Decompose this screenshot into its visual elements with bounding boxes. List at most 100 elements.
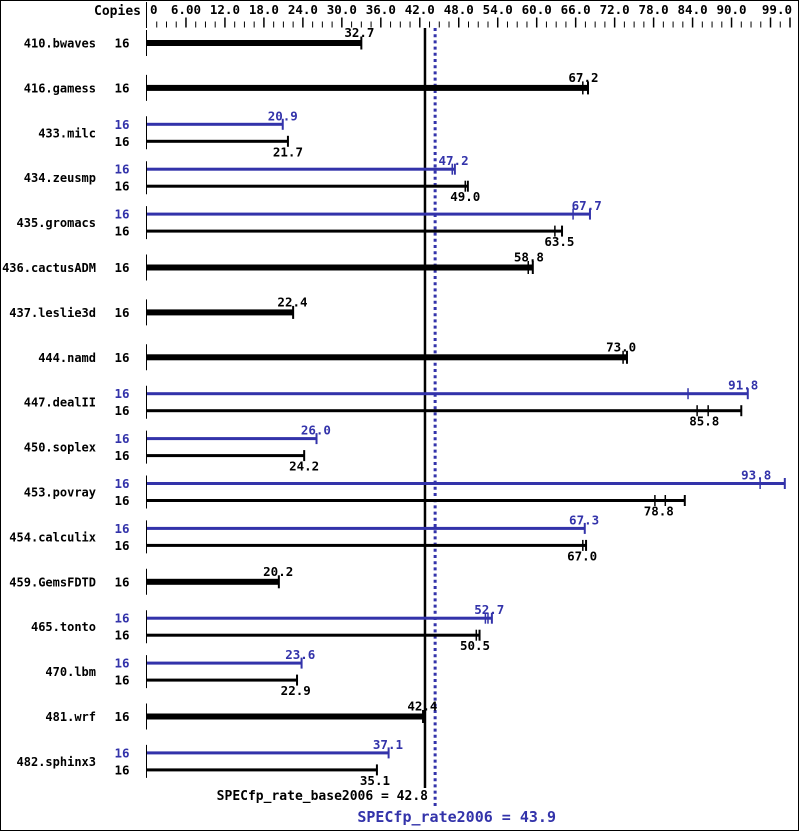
benchmark-label: 450.soplex (24, 441, 96, 455)
base-summary-text: SPECfp_rate_base2006 = 42.8 (216, 789, 428, 804)
axis-tick-label: 48.0 (444, 2, 474, 17)
base-bar (147, 84, 589, 91)
peak-bar (147, 437, 317, 441)
axis-tick-label: 90.0 (716, 2, 746, 17)
base-value-label: 32.7 (344, 25, 374, 40)
base-bar (147, 768, 377, 772)
base-bar (147, 543, 587, 547)
peak-value-label: 26.0 (301, 423, 331, 438)
copies-value-peak: 16 (114, 386, 129, 401)
axis-tick-label: 78.0 (639, 2, 669, 17)
copies-value-base: 16 (114, 224, 129, 239)
copies-value: 16 (114, 260, 129, 275)
base-bar (147, 578, 279, 585)
benchmark-label: 481.wrf (45, 710, 96, 724)
benchmark-label: 437.leslie3d (9, 306, 96, 320)
benchmark-label: 447.dealII (24, 396, 96, 410)
benchmark-label: 454.calculix (9, 530, 96, 544)
copies-value-base: 16 (114, 538, 129, 553)
axis-tick-label: 24.0 (288, 2, 318, 17)
axis-tick-label: 6.00 (171, 2, 201, 17)
base-value-label: 24.2 (289, 459, 319, 474)
base-value-label: 35.1 (360, 773, 390, 788)
axis-tick-label: 84.0 (678, 2, 708, 17)
copies-value-base: 16 (114, 762, 129, 777)
base-value-label: 73.0 (606, 339, 636, 354)
peak-value-label: 91.8 (728, 378, 758, 393)
benchmark-label: 435.gromacs (17, 216, 96, 230)
base-bar (147, 264, 533, 271)
copies-value-base: 16 (114, 179, 129, 194)
benchmark-label: 453.povray (24, 486, 96, 500)
axis-tick-label: 42.0 (405, 2, 435, 17)
base-value-label: 67.2 (568, 70, 598, 85)
axis-tick-label: 18.0 (249, 2, 279, 17)
base-bar (147, 678, 298, 682)
peak-value-label: 47.2 (439, 153, 469, 168)
axis-tick-label: 60.0 (522, 2, 552, 17)
benchmark-label: 459.GemsFDTD (9, 575, 96, 589)
copies-value-peak: 16 (114, 117, 129, 132)
copies-value: 16 (114, 36, 129, 51)
peak-bar (147, 212, 590, 216)
base-value-label: 21.7 (273, 144, 303, 159)
base-bar (147, 633, 480, 637)
base-bar (147, 309, 294, 316)
base-bar (147, 454, 305, 458)
axis-tick-label: 54.0 (483, 2, 513, 17)
peak-bar (147, 616, 492, 620)
base-value-label: 58.8 (514, 250, 544, 265)
peak-bar (147, 122, 283, 126)
base-bar (147, 40, 362, 46)
peak-bar (147, 392, 748, 396)
copies-value-peak: 16 (114, 162, 129, 177)
copies-value-base: 16 (114, 628, 129, 643)
peak-value-label: 23.6 (285, 647, 315, 662)
peak-value-label: 37.1 (373, 737, 403, 752)
benchmark-label: 410.bwaves (24, 37, 96, 51)
benchmark-label: 433.milc (38, 126, 96, 140)
base-bar (147, 229, 563, 233)
base-value-label: 67.0 (567, 548, 597, 563)
base-value-label: 42.4 (407, 699, 437, 714)
benchmark-label: 444.namd (38, 351, 96, 365)
copies-value-base: 16 (114, 403, 129, 418)
benchmark-label: 434.zeusmp (24, 171, 96, 185)
base-value-label: 50.5 (460, 638, 490, 653)
copies-value-peak: 16 (114, 431, 129, 446)
base-value-label: 22.9 (281, 683, 311, 698)
peak-value-label: 20.9 (268, 108, 298, 123)
benchmark-label: 436.cactusADM (2, 261, 96, 275)
base-value-label: 85.8 (689, 414, 719, 429)
base-value-label: 20.2 (263, 564, 293, 579)
copies-value-peak: 16 (114, 745, 129, 760)
benchmark-label: 465.tonto (31, 620, 96, 634)
axis-tick-label: 0 (150, 2, 158, 17)
peak-value-label: 52.7 (474, 602, 504, 617)
base-value-label: 49.0 (450, 189, 480, 204)
copies-header: Copies (94, 4, 141, 19)
peak-value-label: 93.8 (741, 468, 771, 483)
peak-bar (147, 482, 785, 485)
axis-tick-label: 66.0 (561, 2, 591, 17)
benchmark-label: 470.lbm (45, 665, 96, 679)
peak-bar (147, 167, 455, 171)
copies-value-peak: 16 (114, 656, 129, 671)
copies-value-base: 16 (114, 673, 129, 688)
copies-value-base: 16 (114, 493, 129, 508)
axis-tick-label: 72.0 (600, 2, 630, 17)
peak-bar (147, 526, 585, 530)
copies-value: 16 (114, 574, 129, 589)
copies-value-peak: 16 (114, 476, 129, 491)
copies-value-peak: 16 (114, 611, 129, 626)
axis-tick-label: 36.0 (366, 2, 396, 17)
axis-tick-label: 30.0 (327, 2, 357, 17)
benchmark-label: 482.sphinx3 (17, 755, 96, 769)
base-bar (147, 354, 627, 361)
copies-value-base: 16 (114, 448, 129, 463)
base-value-label: 63.5 (544, 234, 574, 249)
copies-value: 16 (114, 350, 129, 365)
benchmark-label: 416.gamess (24, 81, 96, 95)
copies-value-peak: 16 (114, 207, 129, 222)
